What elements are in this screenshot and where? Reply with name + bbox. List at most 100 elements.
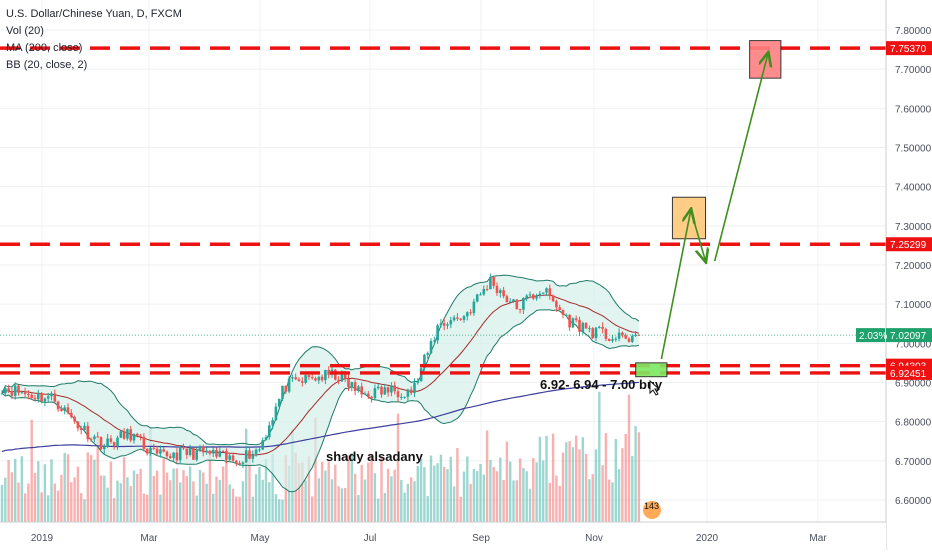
- candle-body: [380, 386, 383, 395]
- candle-body: [241, 462, 245, 465]
- volume-bar: [50, 459, 53, 522]
- candle-body: [139, 435, 142, 437]
- volume-bar: [608, 479, 611, 522]
- volume-bar: [53, 483, 56, 522]
- volume-bar: [360, 464, 363, 522]
- candle-body: [20, 392, 24, 394]
- volume-bar: [17, 482, 20, 522]
- candle-body: [310, 377, 314, 379]
- volume-bar: [122, 457, 126, 522]
- volume-bar: [558, 485, 561, 522]
- candle-body: [76, 421, 80, 429]
- volume-bar: [83, 499, 86, 522]
- volume-bar: [386, 468, 390, 522]
- volume-bar: [271, 453, 274, 522]
- candle-body: [215, 449, 218, 457]
- volume-bar: [297, 463, 301, 522]
- candle-body: [70, 412, 73, 417]
- time-tick-label: Mar: [140, 533, 158, 544]
- candle-body: [109, 438, 113, 442]
- price-tick-label: 7.50000: [895, 144, 932, 155]
- candle-body: [555, 301, 558, 308]
- candle-body: [357, 386, 360, 392]
- level-price-tag[interactable]: [886, 365, 932, 380]
- candle-body: [340, 372, 344, 382]
- chart-annotations: 6.92- 6.94 - 7.00 buy shady alsadany 143: [326, 377, 663, 519]
- time-axis: 2019 Mar May Jul Sep Nov 2020 Mar: [0, 521, 886, 550]
- volume-bar: [195, 495, 198, 522]
- volume-bar: [109, 461, 113, 522]
- candle-body: [588, 328, 591, 330]
- candle-body: [459, 318, 462, 320]
- candle-body: [429, 340, 433, 354]
- candle-body: [152, 447, 156, 449]
- volume-bar: [301, 462, 304, 522]
- axis-background: [886, 0, 932, 550]
- volume-bar: [538, 436, 542, 522]
- buy-zone-note[interactable]: 6.92- 6.94 - 7.00 buy: [540, 377, 663, 392]
- candle-body: [60, 409, 63, 411]
- projection-arrow[interactable]: [713, 54, 768, 262]
- candle-body: [251, 453, 255, 459]
- volume-bar: [499, 457, 502, 522]
- volume-bar: [30, 419, 33, 522]
- volume-bar: [192, 481, 195, 522]
- symbol-title[interactable]: U.S. Dollar/Chinese Yuan, D, FXCM: [6, 8, 182, 20]
- volume-bar: [581, 437, 584, 522]
- volume-bar: [7, 460, 10, 522]
- price-tick-label: 7.70000: [895, 65, 932, 76]
- volume-bar: [344, 488, 347, 522]
- author-signature[interactable]: shady alsadany: [326, 449, 424, 464]
- candle-body: [446, 324, 449, 326]
- level-price-tag[interactable]: [886, 41, 932, 56]
- candle-body: [136, 433, 139, 436]
- buy-zone-box[interactable]: [635, 362, 668, 378]
- candle-body: [208, 450, 212, 454]
- candle-body: [83, 425, 86, 431]
- volume-bar: [400, 479, 403, 522]
- candle-body: [162, 449, 165, 452]
- candle-body: [149, 447, 152, 454]
- change-badge[interactable]: [856, 328, 885, 343]
- ideas-icon[interactable]: [643, 501, 661, 519]
- volume-bar: [278, 499, 281, 522]
- projection-arrow[interactable]: [690, 209, 706, 261]
- candle-body: [475, 294, 479, 302]
- volume-bar: [575, 435, 578, 522]
- price-tick-label: 7.10000: [895, 300, 932, 311]
- candle-body: [383, 387, 387, 395]
- candle-body: [558, 307, 561, 310]
- projection-arrow[interactable]: [660, 210, 690, 360]
- volume-bar: [185, 476, 188, 522]
- volume-bar: [551, 433, 555, 522]
- candle-body: [17, 385, 20, 393]
- change-badge-label: 2.03%: [859, 331, 887, 342]
- volume-bar: [584, 454, 588, 522]
- last-price-tag[interactable]: [886, 328, 932, 343]
- candle-body: [400, 396, 403, 398]
- ma-legend[interactable]: MA (200, close): [6, 42, 83, 54]
- volume-legend[interactable]: Vol (20): [6, 25, 44, 37]
- candle-body: [89, 439, 93, 441]
- candle-body: [551, 295, 555, 302]
- candle-body: [56, 401, 60, 410]
- volume-bar: [228, 484, 231, 522]
- bb-legend[interactable]: BB (20, close, 2): [6, 59, 88, 71]
- level-price-label: 6.92451: [890, 369, 927, 380]
- volume-bar: [254, 474, 258, 522]
- bollinger-bands: [1, 274, 640, 493]
- candle-body: [195, 450, 198, 460]
- candle-body: [218, 450, 222, 457]
- time-tick-label: Jul: [364, 533, 377, 544]
- target-zone-box[interactable]: [749, 40, 782, 79]
- volume-bar: [370, 453, 373, 522]
- candle-body: [291, 377, 294, 379]
- candle-body: [538, 293, 542, 296]
- volume-bar: [245, 428, 248, 522]
- candle-body: [594, 327, 598, 339]
- level-price-tag[interactable]: [886, 237, 932, 252]
- volume-bar: [459, 496, 462, 522]
- volume-bar: [466, 456, 469, 522]
